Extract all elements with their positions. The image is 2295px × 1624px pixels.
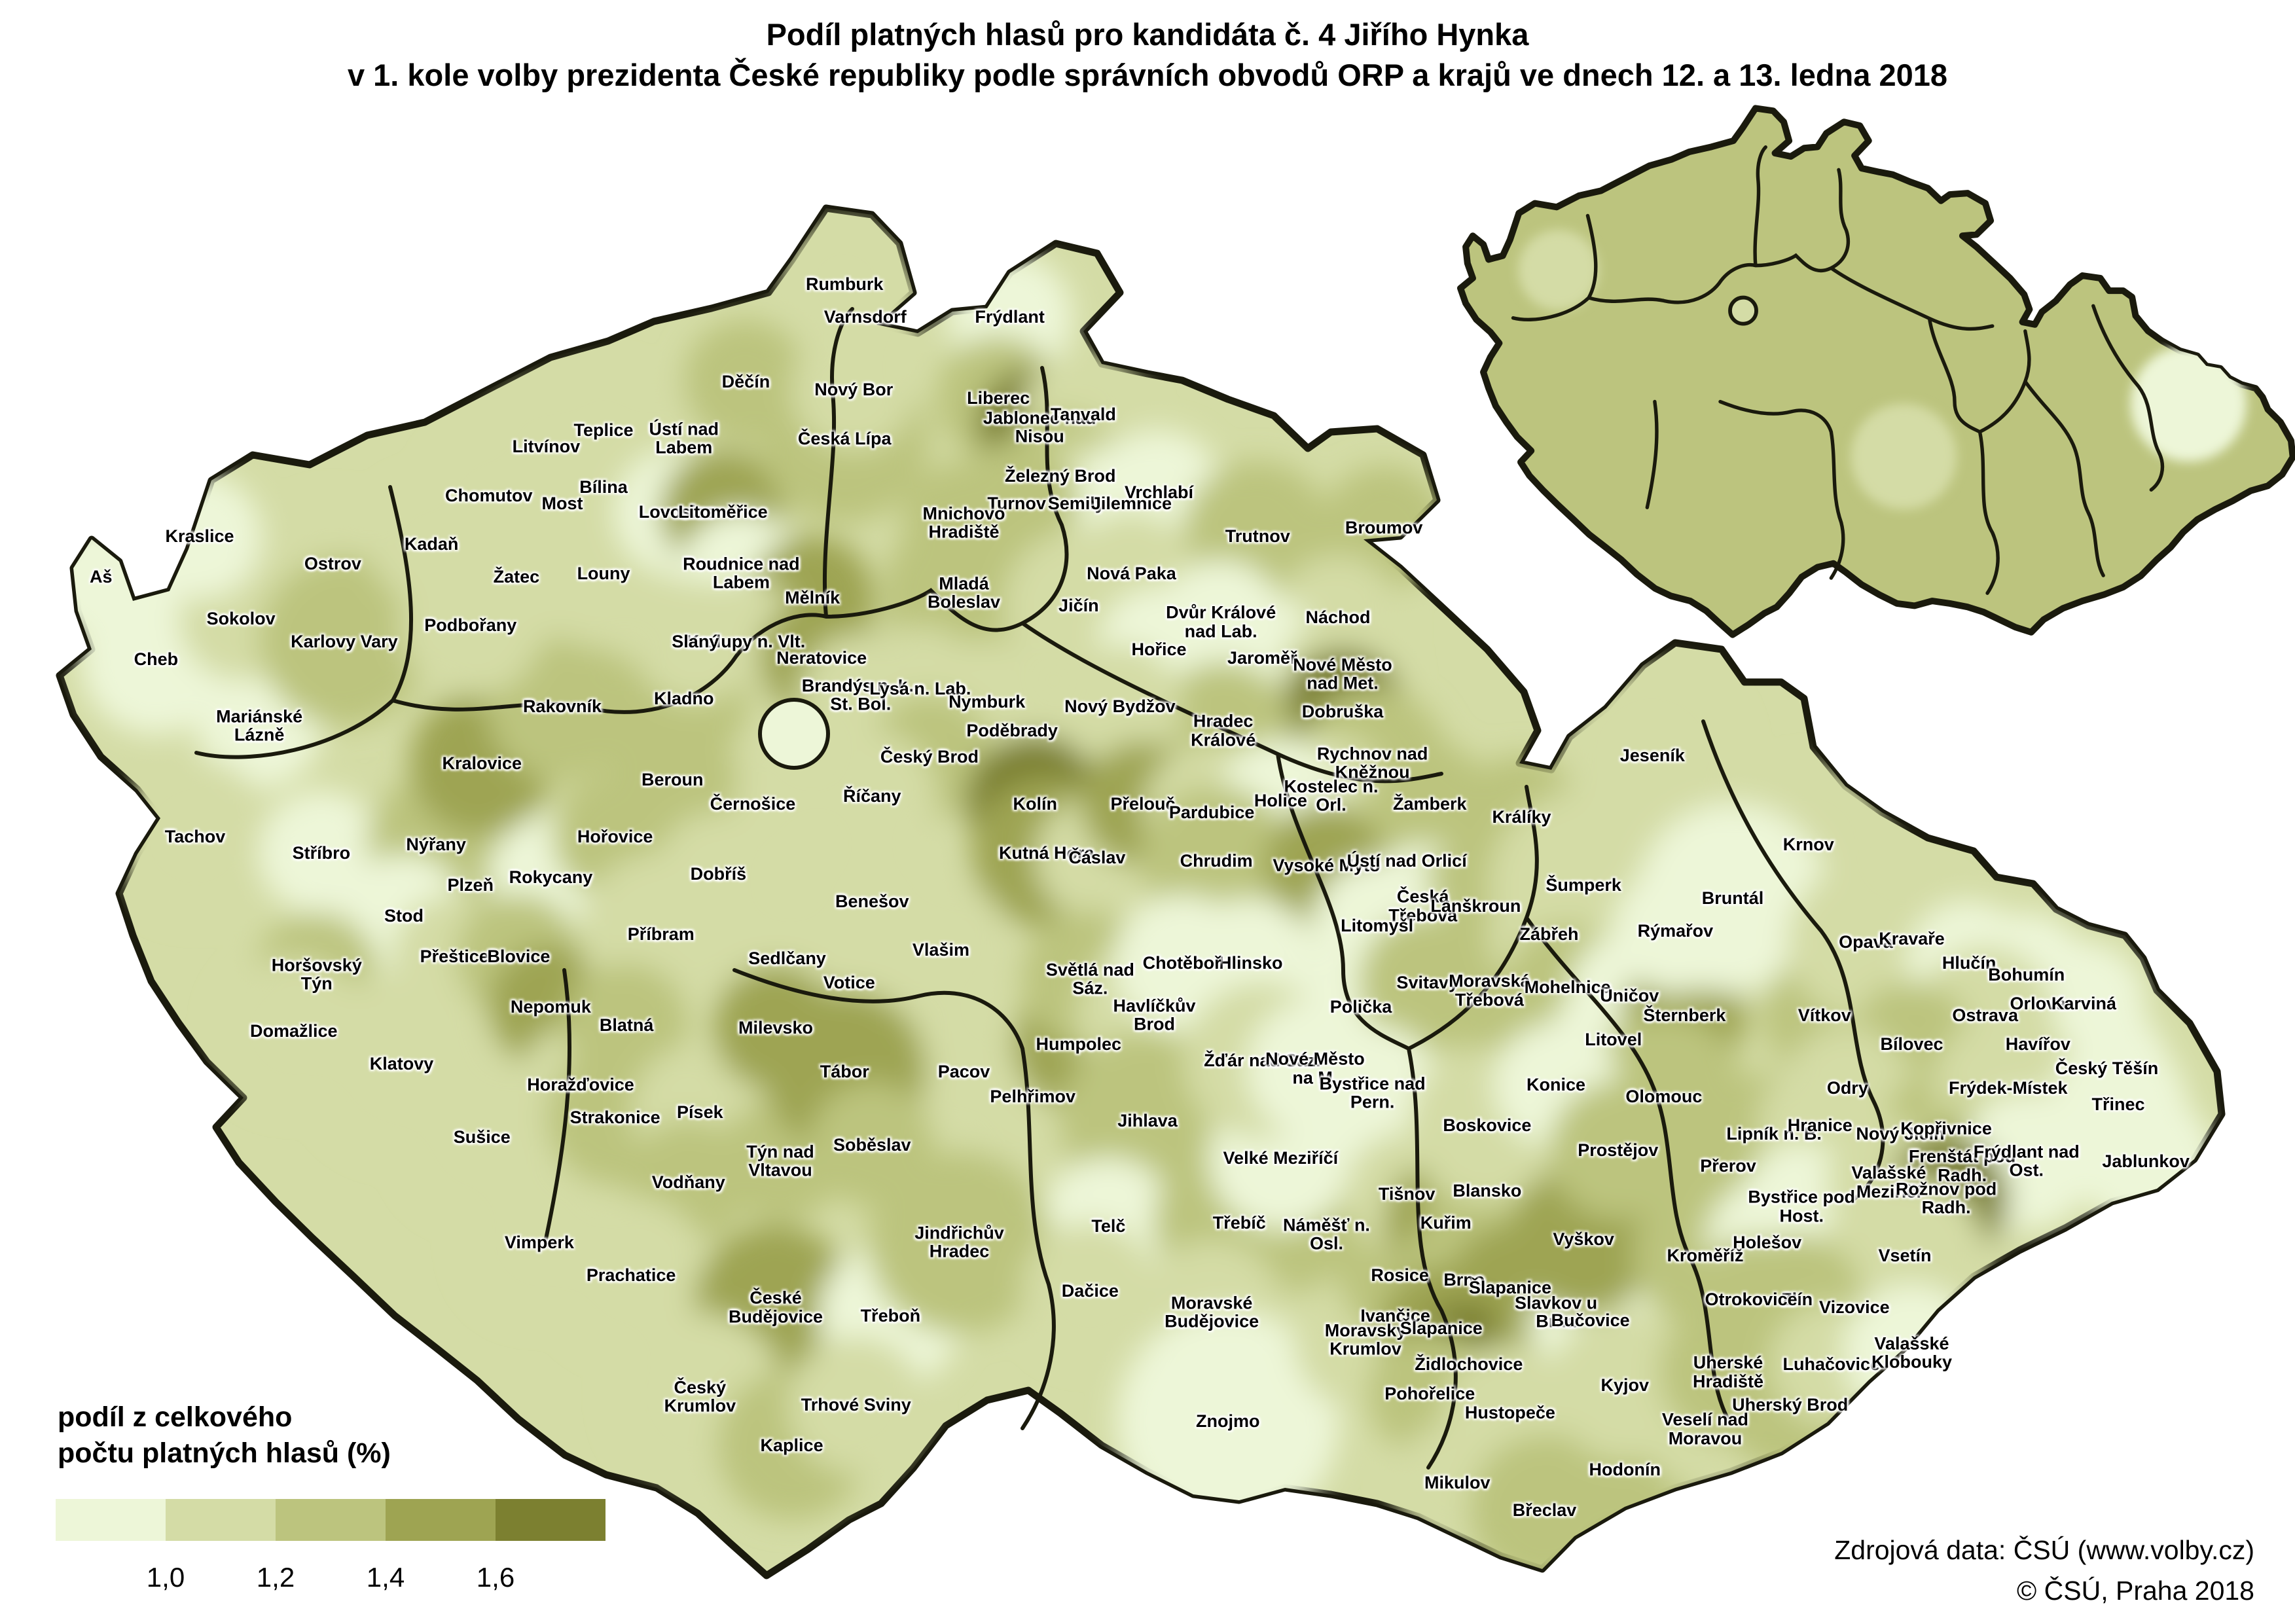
- orp-region: [1367, 742, 1492, 866]
- orp-region: [137, 474, 262, 598]
- legend-swatch: [276, 1499, 386, 1541]
- legend-tick-label: 1,2: [256, 1562, 295, 1593]
- legend-title-line-2: počtu platných hlasů (%): [58, 1437, 391, 1470]
- legend-swatch: [166, 1499, 276, 1541]
- legend-swatch: [496, 1499, 605, 1541]
- legend-swatch: [386, 1499, 496, 1541]
- kraj-moravskoslezsky: [2130, 346, 2247, 462]
- orp-region: [868, 1151, 1051, 1334]
- orp-region: [117, 758, 274, 915]
- orp-region: [787, 1336, 925, 1473]
- kraj-karlovarsky: [1518, 230, 1599, 311]
- orp-region: [1843, 1284, 1980, 1422]
- source-line-1: Zdrojová data: ČSÚ (www.volby.cz): [1834, 1535, 2254, 1565]
- legend-tick-label: 1,0: [146, 1562, 185, 1593]
- orp-region: [259, 556, 429, 727]
- main-map: [39, 208, 2222, 1585]
- orp-region: [1304, 1024, 1441, 1162]
- legend-color-bar: [56, 1499, 605, 1541]
- legend-swatch: [56, 1499, 166, 1541]
- legend-title: podíl z celkového počtu platných hlasů (…: [58, 1399, 391, 1471]
- kraj-vysocina: [1851, 403, 1957, 510]
- title-line-2: v 1. kole volby prezidenta České republi…: [347, 58, 1948, 93]
- legend-tick-label: 1,6: [476, 1562, 515, 1593]
- source-line-2: © ČSÚ, Praha 2018: [2017, 1575, 2254, 1606]
- orp-region: [869, 878, 1013, 1022]
- inset-map-regions: [1460, 108, 2293, 634]
- legend-title-line-1: podíl z celkového: [58, 1401, 293, 1433]
- choropleth-fill: [60, 222, 2214, 1576]
- orp-region: [633, 579, 757, 704]
- orp-region: [1058, 644, 1182, 768]
- orp-region: [552, 1197, 710, 1354]
- orp-region: [1613, 869, 1737, 993]
- orp-region: [1021, 1222, 1159, 1360]
- title-line-1: Podíl platných hlasů pro kandidáta č. 4 …: [766, 17, 1529, 52]
- inset-praha-region: [1728, 295, 1758, 326]
- map-legend: podíl z celkového počtu platných hlasů (…: [56, 1399, 605, 1593]
- praha-region: [758, 698, 830, 770]
- source-note: Zdrojová data: ČSÚ (www.volby.cz) © ČSÚ,…: [1834, 1530, 2254, 1611]
- orp-region: [791, 327, 916, 452]
- legend-tick-label: 1,4: [366, 1562, 405, 1593]
- orp-region: [1117, 1310, 1339, 1532]
- orp-region: [399, 553, 543, 697]
- page-title: Podíl platných hlasů pro kandidáta č. 4 …: [0, 14, 2295, 96]
- orp-region: [806, 731, 937, 861]
- legend-ticks: 1,0 1,2 1,4 1,6: [56, 1562, 645, 1595]
- orp-region: [1549, 1081, 1687, 1219]
